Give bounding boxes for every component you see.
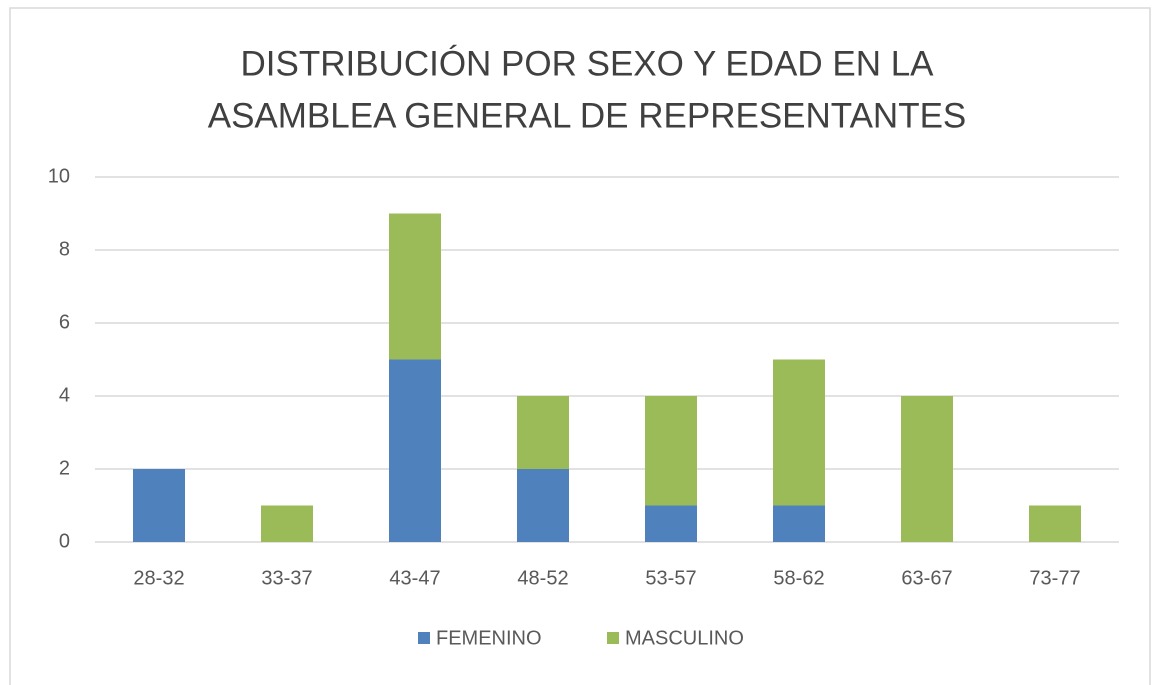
bar-segment (901, 396, 953, 542)
y-tick-label: 10 (48, 165, 70, 187)
bar-segment (133, 469, 185, 542)
legend-label: FEMENINO (436, 627, 542, 649)
chart-title: ASAMBLEA GENERAL DE REPRESENTANTES (208, 96, 967, 135)
bar-segment (389, 359, 441, 542)
legend-label: MASCULINO (625, 627, 744, 649)
x-tick-label: 58-62 (773, 567, 824, 589)
bar-segment (645, 505, 697, 542)
chart-title: DISTRIBUCIÓN POR SEXO Y EDAD EN LA (240, 44, 934, 83)
bar-segment (261, 505, 313, 542)
legend-swatch (418, 632, 430, 644)
bar-segment (645, 396, 697, 506)
y-tick-label: 6 (59, 311, 70, 333)
y-tick-label: 2 (59, 457, 70, 479)
x-tick-label: 73-77 (1029, 567, 1080, 589)
y-tick-label: 4 (59, 384, 70, 406)
bar-segment (1029, 505, 1081, 542)
y-tick-label: 0 (59, 530, 70, 552)
x-tick-label: 53-57 (645, 567, 696, 589)
chart-frame (9, 7, 1151, 685)
legend-swatch (607, 632, 619, 644)
bar-segment (517, 469, 569, 542)
bar-segment (517, 396, 569, 469)
bar-segment (773, 359, 825, 506)
y-tick-label: 8 (59, 238, 70, 260)
x-tick-label: 33-37 (261, 567, 312, 589)
x-tick-label: 48-52 (517, 567, 568, 589)
x-tick-label: 63-67 (901, 567, 952, 589)
bar-segment (773, 505, 825, 542)
x-tick-label: 43-47 (389, 567, 440, 589)
bar-segment (389, 213, 441, 360)
x-tick-label: 28-32 (133, 567, 184, 589)
